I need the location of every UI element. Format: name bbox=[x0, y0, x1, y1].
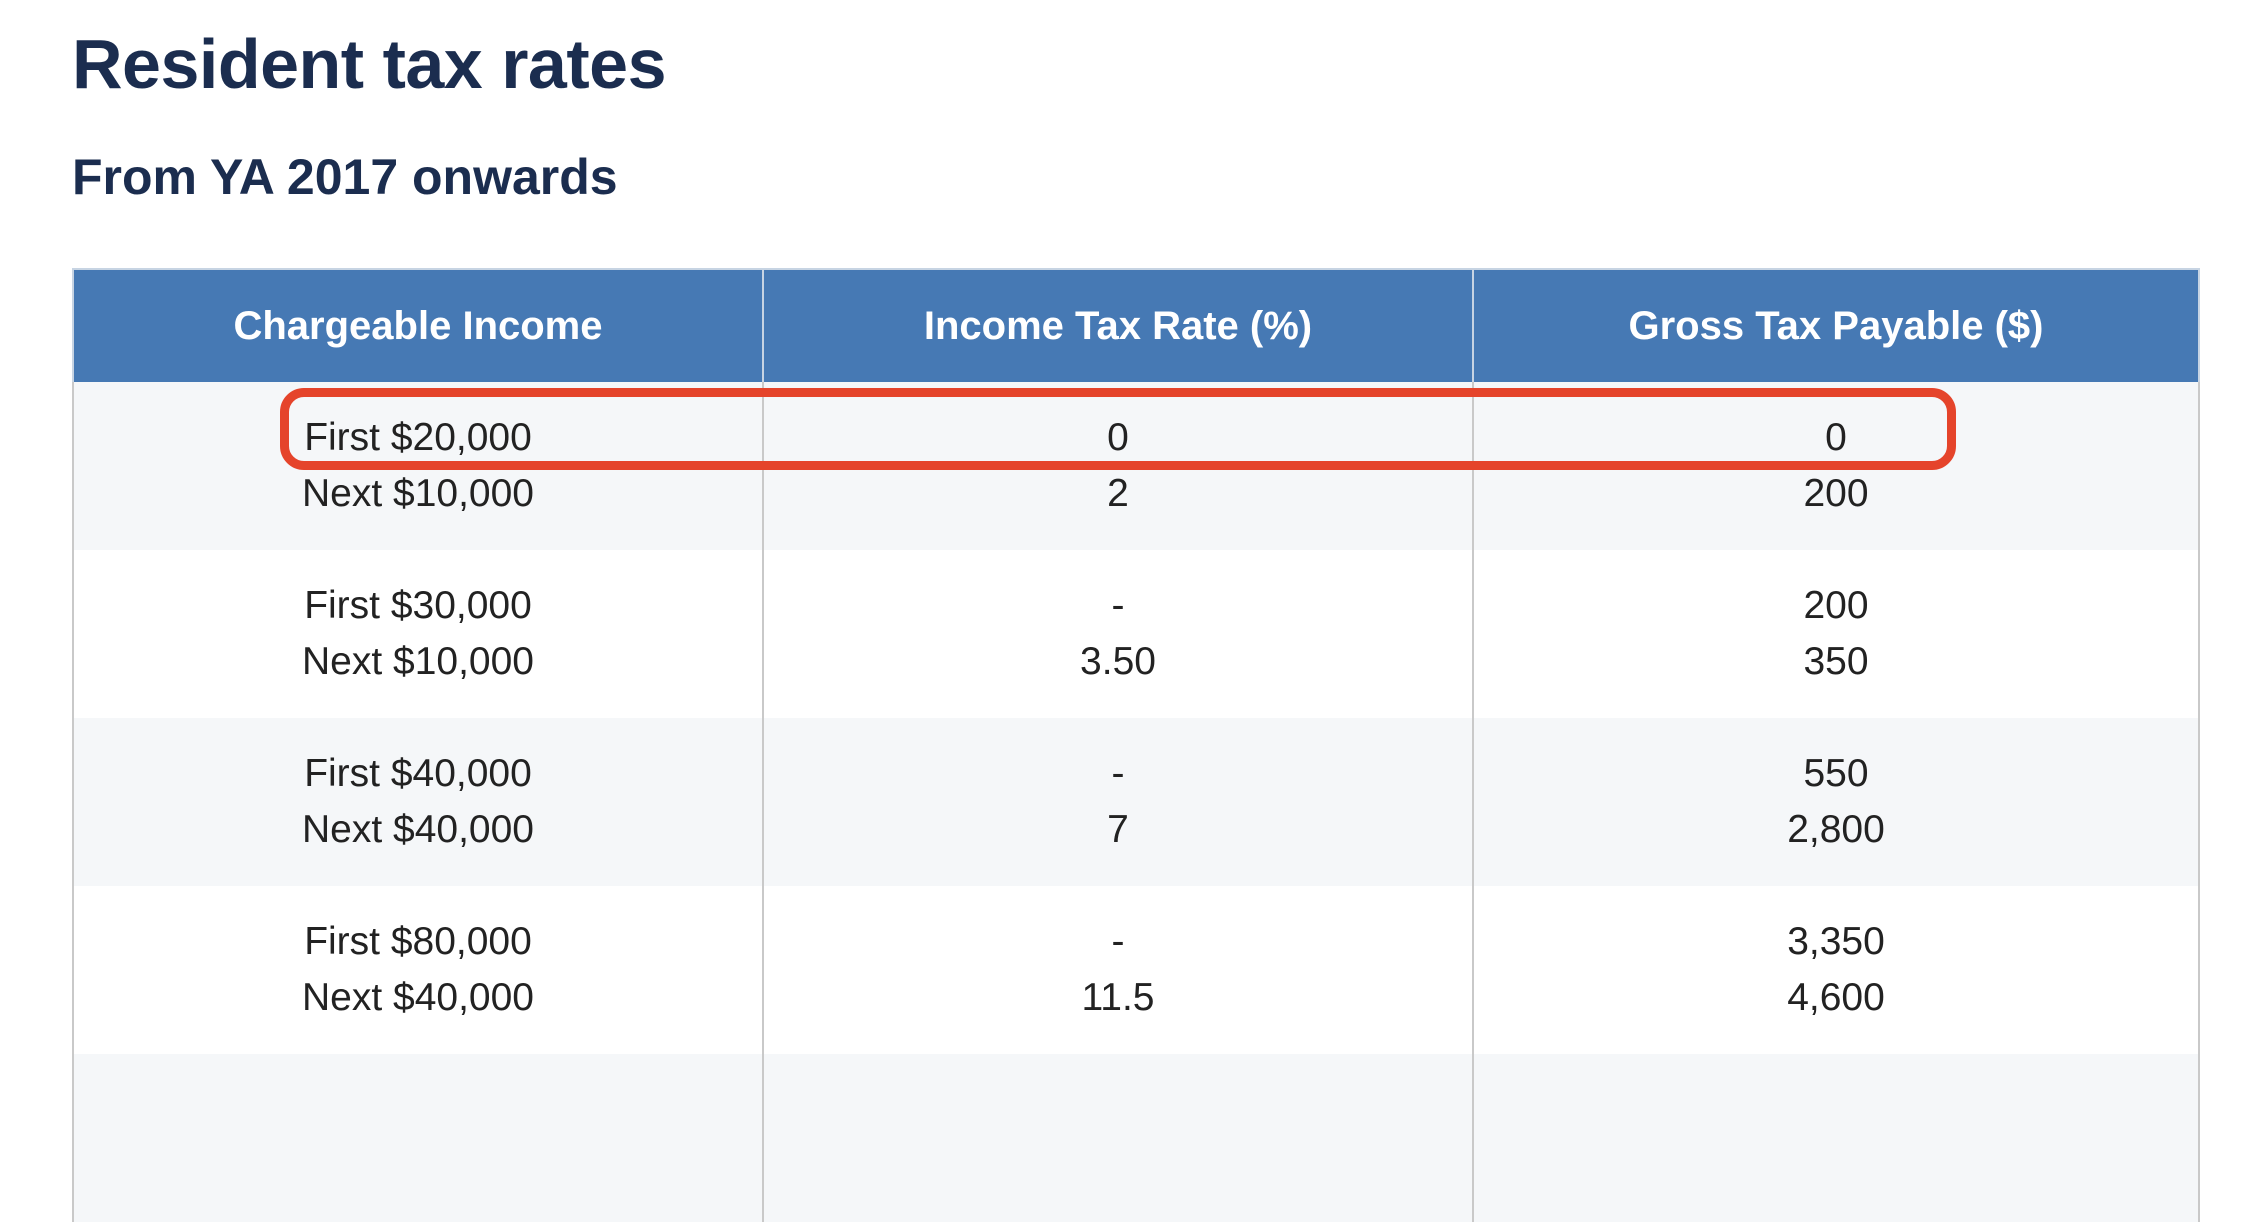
income-line: First $20,000 bbox=[304, 416, 532, 459]
payable-cell bbox=[1472, 1054, 2200, 1222]
header-income-tax-rate: Income Tax Rate (%) bbox=[762, 268, 1473, 382]
table-header-row: Chargeable Income Income Tax Rate (%) Gr… bbox=[72, 268, 2200, 382]
payable-cell: 550 2,800 bbox=[1472, 718, 2200, 886]
income-cell: First $40,000 Next $40,000 bbox=[72, 718, 764, 886]
rate-line: - bbox=[1111, 920, 1125, 963]
rate-line: 3.50 bbox=[1080, 640, 1156, 683]
rate-line: - bbox=[1111, 584, 1125, 627]
rate-line: - bbox=[1111, 752, 1125, 795]
rate-line: 0 bbox=[1107, 416, 1129, 459]
income-cell bbox=[72, 1054, 764, 1222]
payable-line: 200 bbox=[1803, 472, 1869, 515]
income-cell: First $30,000 Next $10,000 bbox=[72, 550, 764, 718]
payable-cell: 3,350 4,600 bbox=[1472, 886, 2200, 1054]
rate-cell: 0 2 bbox=[762, 382, 1474, 550]
table-row: First $80,000 Next $40,000 - 11.5 3,350 … bbox=[72, 886, 2200, 1054]
payable-line: 3,350 bbox=[1787, 920, 1885, 963]
payable-line: 550 bbox=[1803, 752, 1869, 795]
page-subtitle: From YA 2017 onwards bbox=[72, 149, 618, 205]
payable-line: 0 bbox=[1825, 416, 1847, 459]
rate-line: 11.5 bbox=[1081, 976, 1155, 1019]
resident-tax-rates-table: Chargeable Income Income Tax Rate (%) Gr… bbox=[72, 268, 2200, 1222]
rate-cell: - 7 bbox=[762, 718, 1474, 886]
rate-cell: - 11.5 bbox=[762, 886, 1474, 1054]
income-cell: First $80,000 Next $40,000 bbox=[72, 886, 764, 1054]
income-line: First $80,000 bbox=[304, 920, 532, 963]
rate-cell bbox=[762, 1054, 1474, 1222]
rate-line: 7 bbox=[1107, 808, 1129, 851]
rate-cell: - 3.50 bbox=[762, 550, 1474, 718]
header-chargeable-income: Chargeable Income bbox=[72, 268, 763, 382]
income-line: Next $40,000 bbox=[301, 808, 534, 851]
page-title: Resident tax rates bbox=[72, 25, 667, 103]
payable-line: 2,800 bbox=[1787, 808, 1885, 851]
payable-cell: 0 200 bbox=[1472, 382, 2200, 550]
table-row: First $30,000 Next $10,000 - 3.50 200 35… bbox=[72, 550, 2200, 718]
table-row bbox=[72, 1054, 2200, 1222]
income-line: First $30,000 bbox=[304, 584, 532, 627]
payable-line: 200 bbox=[1803, 584, 1869, 627]
table-row: First $40,000 Next $40,000 - 7 550 2,800 bbox=[72, 718, 2200, 886]
income-line: Next $40,000 bbox=[301, 976, 534, 1019]
rate-line: 2 bbox=[1107, 472, 1129, 515]
table-row: First $20,000 Next $10,000 0 2 0 200 bbox=[72, 382, 2200, 550]
header-gross-tax-payable: Gross Tax Payable ($) bbox=[1472, 268, 2200, 382]
payable-line: 350 bbox=[1803, 640, 1869, 683]
income-line: Next $10,000 bbox=[301, 640, 534, 683]
payable-line: 4,600 bbox=[1787, 976, 1885, 1019]
income-line: Next $10,000 bbox=[301, 472, 534, 515]
income-line: First $40,000 bbox=[304, 752, 532, 795]
payable-cell: 200 350 bbox=[1472, 550, 2200, 718]
income-cell: First $20,000 Next $10,000 bbox=[72, 382, 764, 550]
